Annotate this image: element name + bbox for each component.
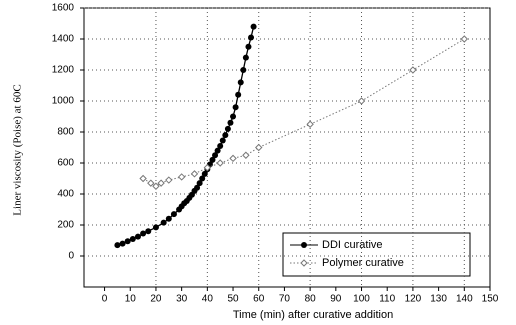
- legend-label: Polymer curative: [322, 257, 404, 269]
- data-point: [124, 238, 131, 245]
- y-tick-label: 1000: [52, 96, 75, 107]
- x-tick-label: 110: [379, 294, 395, 305]
- x-axis-label: Time (min) after curative addition: [233, 309, 393, 321]
- x-tick-label: 130: [430, 294, 447, 305]
- data-point: [194, 184, 201, 191]
- data-point: [229, 154, 237, 163]
- data-point: [139, 174, 147, 183]
- data-point: [245, 43, 252, 50]
- data-point: [170, 211, 177, 218]
- x-tick-label: 20: [150, 294, 162, 305]
- y-tick-label: 1600: [52, 3, 75, 14]
- data-point: [248, 34, 255, 41]
- data-point: [201, 170, 208, 177]
- data-point: [242, 151, 250, 159]
- data-point: [250, 23, 257, 30]
- data-point: [196, 180, 203, 187]
- data-point: [227, 119, 234, 126]
- y-tick-label: 1200: [52, 65, 75, 76]
- x-tick-label: 80: [305, 294, 317, 305]
- data-point: [214, 147, 221, 154]
- x-tick-label: 30: [176, 294, 188, 305]
- data-point: [147, 179, 155, 187]
- legend-marker: [301, 242, 307, 248]
- data-point: [129, 235, 136, 242]
- plot-frame: [83, 7, 491, 288]
- legend-marker: [300, 259, 308, 267]
- data-point: [357, 97, 366, 105]
- x-tick-label: 150: [482, 294, 499, 305]
- y-tick-label: 0: [68, 251, 74, 262]
- x-tick-label: 40: [202, 294, 214, 305]
- data-point: [190, 170, 199, 178]
- x-tick-label: 90: [330, 294, 342, 305]
- y-tick-label: 400: [57, 189, 74, 200]
- x-tick-label: 60: [253, 294, 265, 305]
- data-point: [114, 242, 121, 249]
- series-line: [142, 38, 465, 187]
- data-point: [165, 176, 173, 184]
- x-tick-label: 100: [353, 294, 370, 305]
- data-point: [235, 91, 242, 98]
- data-point: [222, 132, 229, 139]
- data-point: [219, 137, 226, 144]
- y-tick-label: 1400: [52, 34, 75, 45]
- data-point: [224, 125, 231, 132]
- data-point: [217, 142, 224, 149]
- y-tick-label: 200: [57, 220, 74, 231]
- y-tick-label: 600: [57, 158, 74, 169]
- y-axis-label: Liner viscosity (Poise) at 60C: [12, 84, 24, 215]
- data-point: [212, 152, 219, 159]
- data-point: [165, 215, 172, 222]
- data-point: [157, 179, 165, 187]
- data-point: [216, 159, 224, 167]
- data-point: [209, 156, 216, 163]
- x-tick-label: 50: [227, 294, 239, 305]
- x-tick-label: 70: [279, 294, 291, 305]
- legend-box: [282, 232, 471, 277]
- data-point: [199, 175, 206, 182]
- data-point: [255, 143, 263, 152]
- x-tick-label: 120: [405, 294, 422, 305]
- data-point: [240, 67, 247, 73]
- data-point: [460, 35, 469, 43]
- data-point: [119, 240, 126, 247]
- x-tick-label: 140: [456, 294, 473, 305]
- data-point: [306, 120, 314, 128]
- data-point: [140, 230, 147, 237]
- data-point: [409, 66, 417, 74]
- data-point: [160, 219, 167, 226]
- data-point: [237, 79, 244, 86]
- x-tick-label: 0: [102, 294, 108, 305]
- y-tick-label: 800: [57, 127, 74, 138]
- data-point: [152, 224, 159, 231]
- data-point: [145, 228, 152, 235]
- x-tick-label: 10: [125, 294, 137, 305]
- data-point: [152, 182, 160, 190]
- series-line: [117, 26, 255, 246]
- data-point: [230, 113, 237, 120]
- data-point: [242, 54, 249, 61]
- legend-label: DDI curative: [322, 239, 383, 251]
- data-point: [203, 163, 212, 172]
- data-point: [134, 233, 141, 240]
- data-point: [177, 173, 186, 181]
- data-point: [232, 104, 239, 111]
